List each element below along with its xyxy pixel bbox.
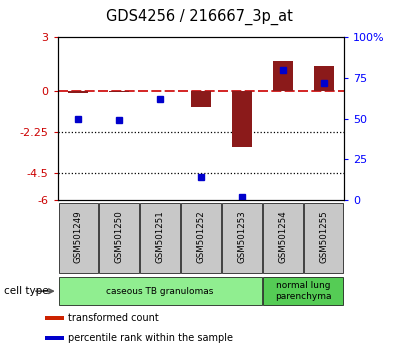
Bar: [59, 203, 98, 273]
Text: caseous TB granulomas: caseous TB granulomas: [106, 287, 214, 296]
Bar: [45, 315, 64, 320]
Bar: [222, 203, 261, 273]
Bar: [45, 336, 64, 340]
Text: normal lung
parenchyma: normal lung parenchyma: [275, 281, 332, 301]
Text: GSM501250: GSM501250: [115, 210, 124, 263]
Text: transformed count: transformed count: [68, 313, 158, 322]
Text: cell type: cell type: [4, 286, 49, 296]
Text: GSM501251: GSM501251: [156, 210, 164, 263]
Bar: [263, 203, 302, 273]
Bar: [109, 91, 129, 92]
Text: GSM501253: GSM501253: [238, 210, 246, 263]
Bar: [232, 91, 252, 147]
Bar: [59, 277, 261, 305]
Bar: [273, 61, 293, 91]
Bar: [68, 91, 88, 93]
Bar: [181, 203, 220, 273]
Text: GSM501254: GSM501254: [278, 210, 287, 263]
Bar: [191, 91, 211, 107]
Bar: [263, 277, 343, 305]
Bar: [314, 66, 334, 91]
Bar: [304, 203, 343, 273]
Text: GSM501249: GSM501249: [74, 210, 83, 263]
Bar: [100, 203, 139, 273]
Text: percentile rank within the sample: percentile rank within the sample: [68, 333, 233, 343]
Text: GSM501252: GSM501252: [197, 210, 205, 263]
Text: GDS4256 / 216667_3p_at: GDS4256 / 216667_3p_at: [105, 9, 293, 25]
Text: GSM501255: GSM501255: [319, 210, 328, 263]
Bar: [140, 203, 180, 273]
